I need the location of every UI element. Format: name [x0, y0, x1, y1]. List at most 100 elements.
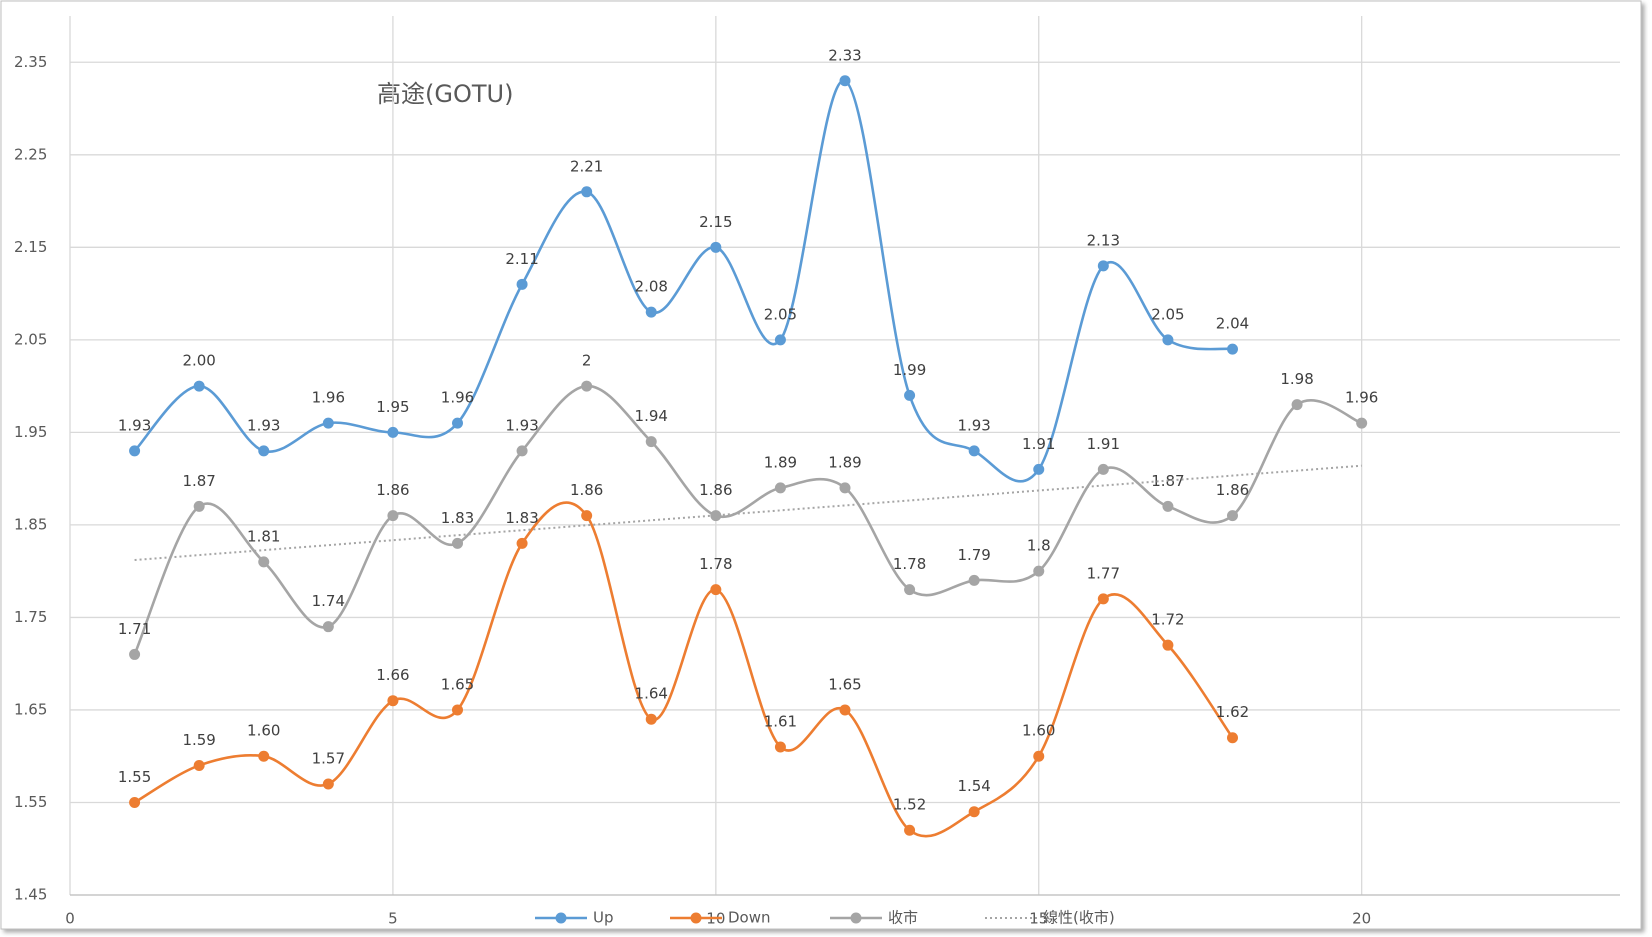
point	[452, 537, 463, 549]
data-label: 1.95	[376, 398, 409, 416]
data-label: 1.57	[312, 749, 345, 767]
point	[387, 510, 399, 522]
point	[645, 436, 657, 448]
data-label: 1.78	[699, 555, 732, 573]
data-label: 1.83	[441, 509, 474, 527]
data-label: 2	[582, 352, 592, 370]
data-label: 1.64	[635, 685, 668, 703]
data-label: 1.54	[957, 777, 990, 795]
data-label: 2.11	[505, 250, 538, 268]
data-label: 1.62	[1216, 703, 1249, 721]
data-label: 1.93	[118, 416, 151, 434]
data-label: 1.96	[441, 389, 474, 407]
point	[1227, 732, 1238, 744]
point	[129, 796, 141, 808]
data-label: 2.21	[570, 157, 603, 175]
data-label: 1.60	[1022, 722, 1055, 740]
point	[129, 648, 141, 660]
point	[774, 334, 786, 346]
data-label: 1.96	[312, 389, 345, 407]
data-label: 1.86	[699, 481, 732, 499]
point	[322, 621, 334, 633]
point	[258, 445, 270, 457]
chart-title: 高途(GOTU)	[377, 80, 513, 108]
x-tick-label: 0	[65, 910, 75, 928]
data-label: 1.59	[182, 731, 215, 749]
y-tick-label: 1.55	[14, 793, 47, 811]
data-label: 1.72	[1151, 611, 1184, 629]
x-tick-label: 15	[1029, 910, 1048, 928]
data-label: 1.78	[893, 555, 926, 573]
y-tick-label: 1.95	[14, 423, 47, 441]
point	[1291, 399, 1303, 411]
data-label: 1.93	[957, 416, 990, 434]
data-label: 1.55	[118, 768, 151, 786]
point	[1162, 500, 1174, 512]
data-label: 1.65	[441, 675, 474, 693]
data-label: 1.81	[247, 527, 280, 545]
data-label: 1.89	[828, 453, 861, 471]
data-label: 1.96	[1345, 389, 1378, 407]
y-tick-label: 2.15	[14, 238, 47, 256]
data-label: 1.61	[764, 712, 797, 730]
data-label: 1.93	[505, 416, 538, 434]
data-label: 2.04	[1216, 315, 1249, 333]
point	[904, 389, 916, 401]
y-tick-label: 2.35	[14, 53, 47, 71]
data-label: 1.86	[1216, 481, 1249, 499]
point	[193, 759, 205, 771]
point	[1356, 417, 1368, 429]
point	[774, 482, 786, 494]
data-label: 2.05	[764, 305, 797, 323]
data-label: 1.86	[570, 481, 603, 499]
point	[1227, 343, 1238, 355]
y-tick-label: 1.65	[14, 700, 47, 718]
point	[1033, 463, 1045, 475]
point	[581, 510, 593, 522]
data-label: 2.13	[1087, 231, 1120, 249]
point	[1097, 260, 1109, 272]
point	[322, 417, 334, 429]
point	[516, 278, 528, 290]
data-label: 2.05	[1151, 305, 1184, 323]
data-label: 1.86	[376, 481, 409, 499]
point	[258, 750, 270, 762]
y-tick-label: 1.45	[14, 886, 47, 904]
point	[968, 445, 980, 457]
point	[710, 241, 722, 253]
data-label: 2.33	[828, 46, 861, 64]
point	[710, 510, 722, 522]
point	[1227, 510, 1238, 522]
data-label: 1.83	[505, 509, 538, 527]
data-label: 1.65	[828, 675, 861, 693]
point	[1162, 334, 1174, 346]
point	[774, 741, 786, 753]
data-label: 1.91	[1022, 435, 1055, 453]
y-tick-label: 2.05	[14, 330, 47, 348]
point	[645, 713, 657, 725]
data-label: 1.71	[118, 620, 151, 638]
point	[1033, 750, 1045, 762]
data-label: 1.74	[312, 592, 345, 610]
point	[516, 537, 528, 549]
data-label: 2.00	[182, 352, 215, 370]
point	[516, 445, 528, 457]
point	[839, 482, 851, 494]
point	[968, 806, 980, 818]
point	[1033, 565, 1045, 577]
data-label: 1.52	[893, 796, 926, 814]
point	[193, 380, 205, 392]
point	[645, 306, 657, 318]
point	[710, 584, 722, 596]
legend-label: 線性(收市)	[1043, 909, 1115, 927]
data-label: 1.89	[764, 453, 797, 471]
data-label: 1.98	[1280, 370, 1313, 388]
data-label: 1.94	[635, 407, 668, 425]
data-label: 1.93	[247, 416, 280, 434]
point	[839, 75, 851, 87]
point	[452, 704, 463, 716]
point	[258, 556, 270, 568]
legend-label: 收市	[888, 909, 918, 927]
legend-marker	[850, 912, 862, 924]
